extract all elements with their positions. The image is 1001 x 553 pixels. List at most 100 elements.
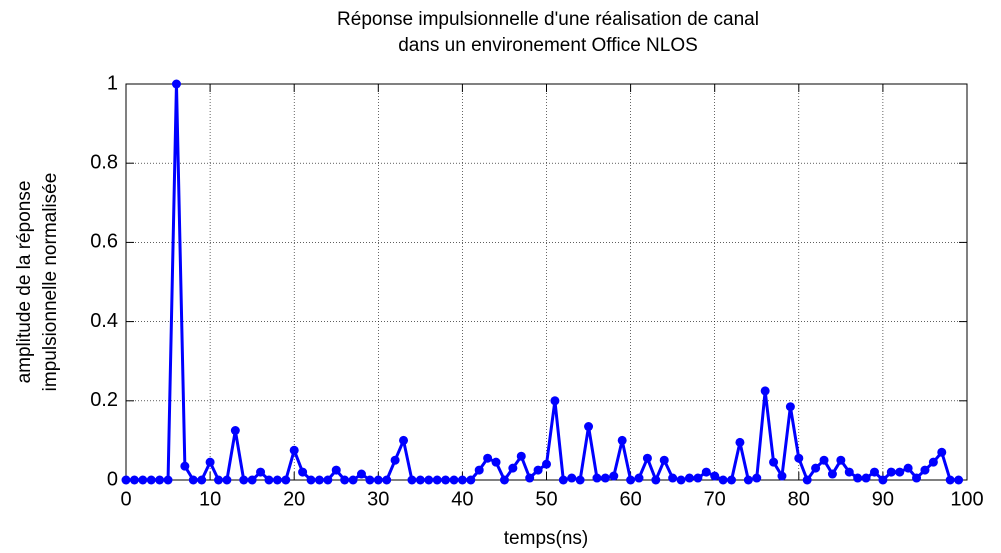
data-point <box>827 469 837 479</box>
data-point <box>533 465 543 475</box>
data-point <box>718 475 728 485</box>
data-point <box>146 475 156 485</box>
data-point <box>676 475 686 485</box>
data-point <box>600 473 610 483</box>
data-point <box>281 475 291 485</box>
data-point <box>895 467 905 477</box>
data-point <box>684 473 694 483</box>
data-point <box>457 475 467 485</box>
y-tick-label: 0.6 <box>90 231 118 253</box>
data-point <box>693 473 703 483</box>
y-tick-label: 1 <box>107 72 118 94</box>
data-point <box>609 471 619 481</box>
y-tick-label: 0.8 <box>90 151 118 173</box>
x-tick-label: 80 <box>788 488 810 510</box>
data-point <box>752 473 762 483</box>
data-point <box>340 475 350 485</box>
data-point <box>129 475 139 485</box>
x-tick-label: 50 <box>535 488 557 510</box>
data-point <box>785 402 795 412</box>
chart-title: dans un environement Office NLOS <box>398 35 698 56</box>
data-point <box>668 473 678 483</box>
data-point <box>920 465 930 475</box>
data-point <box>777 471 787 481</box>
data-point <box>912 473 922 483</box>
data-point <box>407 475 417 485</box>
data-point <box>289 445 299 455</box>
data-point <box>197 475 207 485</box>
data-point <box>760 386 770 396</box>
data-line <box>126 82 959 482</box>
x-axis-label: temps(ns) <box>504 528 588 549</box>
data-point <box>550 396 560 406</box>
data-point <box>743 475 753 485</box>
data-point <box>348 475 358 485</box>
data-point <box>155 475 165 485</box>
data-point <box>642 453 652 463</box>
data-point <box>373 475 383 485</box>
data-point <box>836 455 846 465</box>
data-point <box>314 475 324 485</box>
data-point <box>903 463 913 473</box>
data-point <box>424 475 434 485</box>
data-point <box>382 475 392 485</box>
x-tick-label: 70 <box>704 488 726 510</box>
data-point <box>264 475 274 485</box>
data-point <box>945 475 955 485</box>
x-tick-label: 10 <box>199 488 221 510</box>
data-point <box>222 475 232 485</box>
data-point <box>659 455 669 465</box>
data-point <box>928 457 938 467</box>
data-point <box>567 473 577 483</box>
data-point <box>794 453 804 463</box>
data-point <box>853 473 863 483</box>
x-tick-label: 40 <box>451 488 473 510</box>
data-point <box>626 475 636 485</box>
data-point <box>256 467 266 477</box>
data-point <box>298 467 308 477</box>
data-point <box>558 475 568 485</box>
data-point <box>230 426 240 435</box>
data-point <box>399 435 409 445</box>
data-point <box>163 475 173 485</box>
data-point <box>180 461 190 471</box>
data-point <box>844 467 854 477</box>
data-point <box>499 475 509 485</box>
data-point <box>651 475 661 485</box>
data-point <box>710 471 720 481</box>
data-point <box>121 475 131 485</box>
data-point <box>617 435 627 445</box>
x-tick-label: 60 <box>619 488 641 510</box>
y-tick-label: 0.2 <box>90 389 118 411</box>
plot-frame <box>125 83 968 481</box>
x-tick-label: 100 <box>950 488 983 510</box>
data-point <box>415 475 425 485</box>
data-point <box>188 475 198 485</box>
data-point <box>239 475 249 485</box>
data-point <box>323 475 333 485</box>
y-tick-label: 0 <box>107 468 118 490</box>
data-point <box>954 475 964 485</box>
y-axis-label: impulsionnelle normalisée <box>40 173 61 392</box>
data-point <box>584 422 594 432</box>
chart-title: Réponse impulsionnelle d'une réalisation… <box>337 9 759 30</box>
data-point <box>869 467 879 477</box>
data-point <box>592 473 602 483</box>
data-point <box>449 475 459 485</box>
data-point <box>542 459 551 469</box>
x-tick-label: 90 <box>872 488 894 510</box>
data-point <box>171 79 181 89</box>
x-tick-label: 0 <box>120 488 131 510</box>
data-point <box>441 475 451 485</box>
data-point <box>432 475 442 485</box>
data-point <box>819 455 829 465</box>
data-point <box>365 475 375 485</box>
data-point <box>491 457 501 467</box>
data-point <box>634 473 644 483</box>
data-point <box>508 463 518 473</box>
data-point <box>886 467 896 477</box>
x-tick-label: 20 <box>283 488 305 510</box>
data-point <box>356 469 366 479</box>
x-tick-label: 30 <box>367 488 389 510</box>
